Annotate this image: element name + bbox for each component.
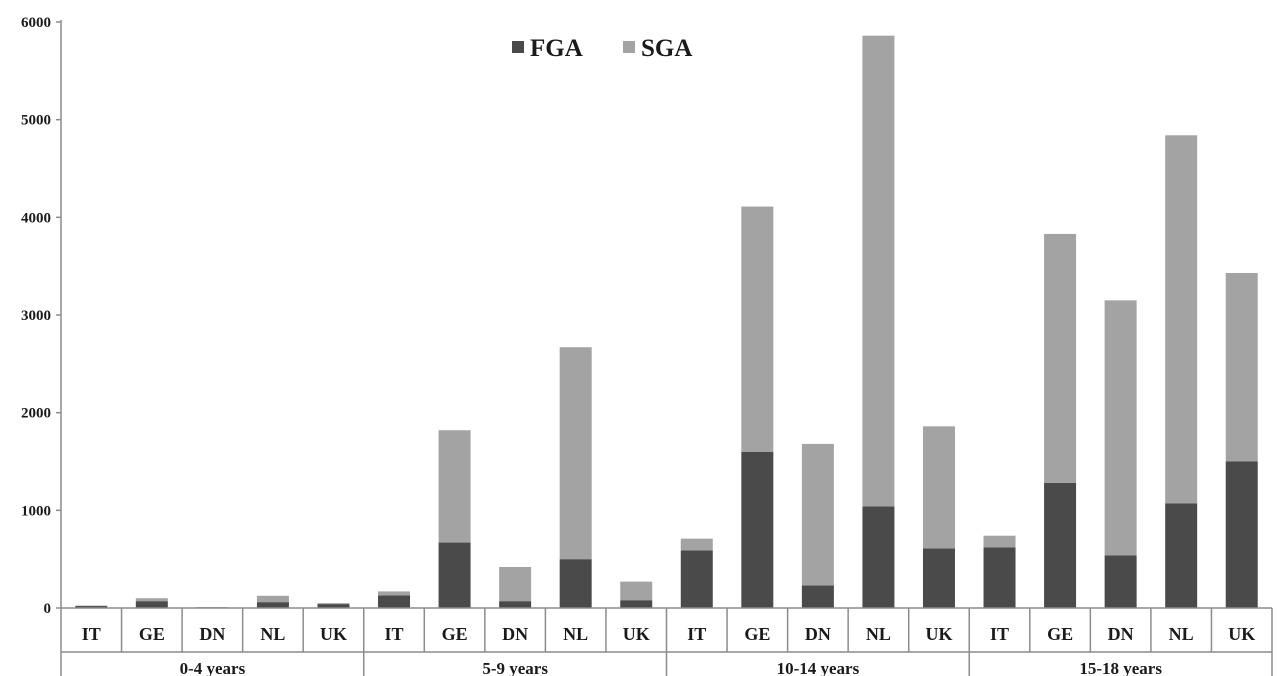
bar-fga-15-18-years-UK bbox=[1225, 461, 1258, 608]
x-category-label: DN bbox=[805, 624, 831, 644]
x-group-label: 15-18 years bbox=[1079, 659, 1162, 676]
x-category-label: IT bbox=[990, 624, 1009, 644]
x-category-label: DN bbox=[502, 624, 528, 644]
bar-sga-15-18-years-NL bbox=[1165, 135, 1198, 504]
bar-fga-5-9-years-IT bbox=[378, 595, 411, 608]
x-category-label: IT bbox=[385, 624, 404, 644]
bars bbox=[75, 35, 1258, 608]
legend-label: SGA bbox=[641, 35, 692, 62]
x-category-label: NL bbox=[260, 624, 285, 644]
x-group-label: 0-4 years bbox=[180, 659, 246, 676]
x-category-label: GE bbox=[139, 624, 165, 644]
x-group-label: 5-9 years bbox=[482, 659, 548, 676]
bar-fga-5-9-years-NL bbox=[559, 559, 592, 608]
bar-fga-0-4-years-NL bbox=[256, 602, 289, 608]
y-tick-label: 2000 bbox=[21, 406, 51, 422]
x-category-label: GE bbox=[442, 624, 468, 644]
y-tick-label: 4000 bbox=[21, 210, 51, 226]
bar-fga-15-18-years-DN bbox=[1104, 555, 1137, 608]
y-tick-label: 6000 bbox=[21, 15, 51, 31]
legend: FGA SGA bbox=[512, 35, 692, 62]
x-category-label: UK bbox=[1228, 624, 1255, 644]
bar-sga-15-18-years-IT bbox=[983, 535, 1016, 548]
bar-sga-15-18-years-DN bbox=[1104, 300, 1137, 556]
y-tick-label: 1000 bbox=[21, 503, 51, 519]
bar-sga-5-9-years-IT bbox=[378, 591, 411, 596]
legend-swatch bbox=[623, 41, 635, 53]
x-category-label: NL bbox=[563, 624, 588, 644]
x-category-label: DN bbox=[199, 624, 225, 644]
x-category-label: IT bbox=[687, 624, 706, 644]
bar-sga-0-4-years-UK bbox=[317, 603, 350, 605]
bar-sga-15-18-years-GE bbox=[1044, 233, 1077, 483]
x-category-label: GE bbox=[744, 624, 770, 644]
y-tick-label: 3000 bbox=[21, 308, 51, 324]
legend-swatch bbox=[512, 41, 524, 53]
bar-fga-5-9-years-DN bbox=[499, 601, 532, 608]
x-category-label: IT bbox=[82, 624, 101, 644]
bar-fga-10-14-years-GE bbox=[741, 451, 774, 608]
y-axis: 0 1000 2000 3000 4000 5000 6000 bbox=[21, 15, 62, 617]
x-category-label: NL bbox=[866, 624, 891, 644]
x-axis: IT GE DN NL UK 0-4 years IT GE DN NL UK 5-9 years IT… bbox=[60, 607, 1273, 676]
x-category-label: DN bbox=[1108, 624, 1134, 644]
bar-fga-10-14-years-NL bbox=[862, 506, 895, 608]
x-category-label: NL bbox=[1169, 624, 1194, 644]
bar-fga-10-14-years-UK bbox=[922, 548, 955, 608]
bar-sga-0-4-years-NL bbox=[256, 595, 289, 603]
x-category-label: UK bbox=[320, 624, 347, 644]
bar-fga-10-14-years-DN bbox=[801, 585, 834, 608]
bar-sga-5-9-years-NL bbox=[559, 347, 592, 560]
bar-sga-10-14-years-NL bbox=[862, 35, 895, 507]
bar-sga-5-9-years-DN bbox=[499, 566, 532, 602]
y-tick-label: 5000 bbox=[21, 113, 51, 129]
bar-fga-15-18-years-IT bbox=[983, 547, 1016, 608]
y-tick-label: 0 bbox=[44, 601, 52, 617]
bar-sga-10-14-years-UK bbox=[922, 426, 955, 549]
bar-fga-0-4-years-GE bbox=[135, 601, 168, 608]
bar-fga-0-4-years-IT bbox=[75, 606, 108, 608]
x-category-label: GE bbox=[1047, 624, 1073, 644]
x-category-label: UK bbox=[925, 624, 952, 644]
bar-fga-10-14-years-IT bbox=[680, 550, 713, 608]
bar-sga-10-14-years-GE bbox=[741, 206, 774, 452]
bar-fga-5-9-years-GE bbox=[438, 542, 471, 608]
bar-fga-5-9-years-UK bbox=[620, 600, 653, 608]
bar-sga-10-14-years-DN bbox=[801, 443, 834, 586]
bar-sga-5-9-years-UK bbox=[620, 581, 653, 601]
bar-sga-10-14-years-IT bbox=[680, 538, 713, 551]
bar-fga-15-18-years-NL bbox=[1165, 503, 1198, 608]
x-group-label: 10-14 years bbox=[777, 659, 860, 676]
bar-sga-5-9-years-GE bbox=[438, 430, 471, 543]
bar-sga-0-4-years-GE bbox=[135, 598, 168, 602]
bar-fga-0-4-years-UK bbox=[317, 604, 350, 608]
bar-sga-15-18-years-UK bbox=[1225, 273, 1258, 462]
legend-label: FGA bbox=[530, 35, 583, 62]
x-category-label: UK bbox=[623, 624, 650, 644]
bar-fga-15-18-years-GE bbox=[1044, 482, 1077, 608]
